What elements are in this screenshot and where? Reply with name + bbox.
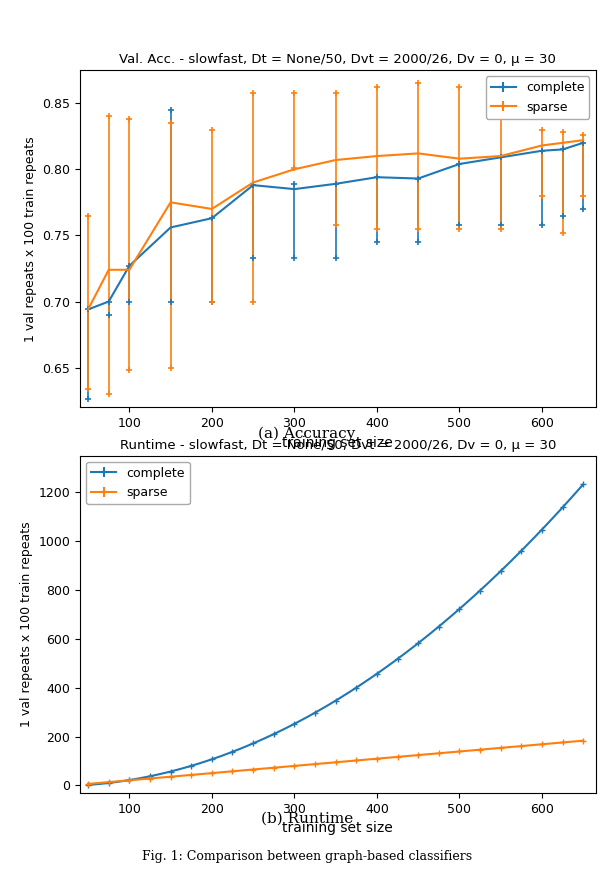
complete <box>332 179 340 189</box>
Title: Val. Acc. - slowfast, Dt = None/50, Dvt = 2000/26, Dv = 0, μ = 30: Val. Acc. - slowfast, Dt = None/50, Dvt … <box>119 53 556 66</box>
complete <box>373 172 381 182</box>
X-axis label: training set size: training set size <box>282 821 393 835</box>
complete <box>126 260 133 271</box>
sparse <box>538 140 546 151</box>
Text: Fig. 1: Comparison between graph-based classifiers: Fig. 1: Comparison between graph-based c… <box>142 851 472 863</box>
complete <box>105 296 112 307</box>
Y-axis label: 1 val repeats x 100 train repeats: 1 val repeats x 100 train repeats <box>20 521 33 727</box>
X-axis label: training set size: training set size <box>282 435 393 449</box>
complete <box>249 180 257 190</box>
sparse <box>456 153 463 164</box>
complete <box>290 184 298 194</box>
Line: sparse: sparse <box>88 140 583 309</box>
sparse <box>208 204 216 215</box>
sparse <box>559 138 566 148</box>
sparse <box>497 151 504 161</box>
sparse <box>84 304 91 314</box>
sparse <box>580 135 587 145</box>
sparse <box>249 177 257 187</box>
Line: complete: complete <box>88 143 583 309</box>
Title: Runtime - slowfast, Dt = None/50, Dvt = 2000/26, Dv = 0, μ = 30: Runtime - slowfast, Dt = None/50, Dvt = … <box>120 439 556 451</box>
Legend: complete, sparse: complete, sparse <box>86 462 190 504</box>
complete <box>208 213 216 223</box>
Text: (b) Runtime: (b) Runtime <box>261 812 353 826</box>
Legend: complete, sparse: complete, sparse <box>486 76 589 118</box>
complete <box>456 159 463 169</box>
complete <box>497 152 504 163</box>
sparse <box>290 164 298 174</box>
sparse <box>332 155 340 166</box>
complete <box>84 304 91 314</box>
sparse <box>167 197 174 208</box>
sparse <box>414 148 422 159</box>
complete <box>167 223 174 233</box>
complete <box>538 145 546 156</box>
sparse <box>105 265 112 275</box>
complete <box>559 145 566 155</box>
sparse <box>373 151 381 161</box>
complete <box>580 138 587 148</box>
Text: (a) Accuracy: (a) Accuracy <box>258 427 356 441</box>
complete <box>414 173 422 184</box>
sparse <box>126 265 133 275</box>
Y-axis label: 1 val repeats x 100 train repeats: 1 val repeats x 100 train repeats <box>23 136 37 342</box>
